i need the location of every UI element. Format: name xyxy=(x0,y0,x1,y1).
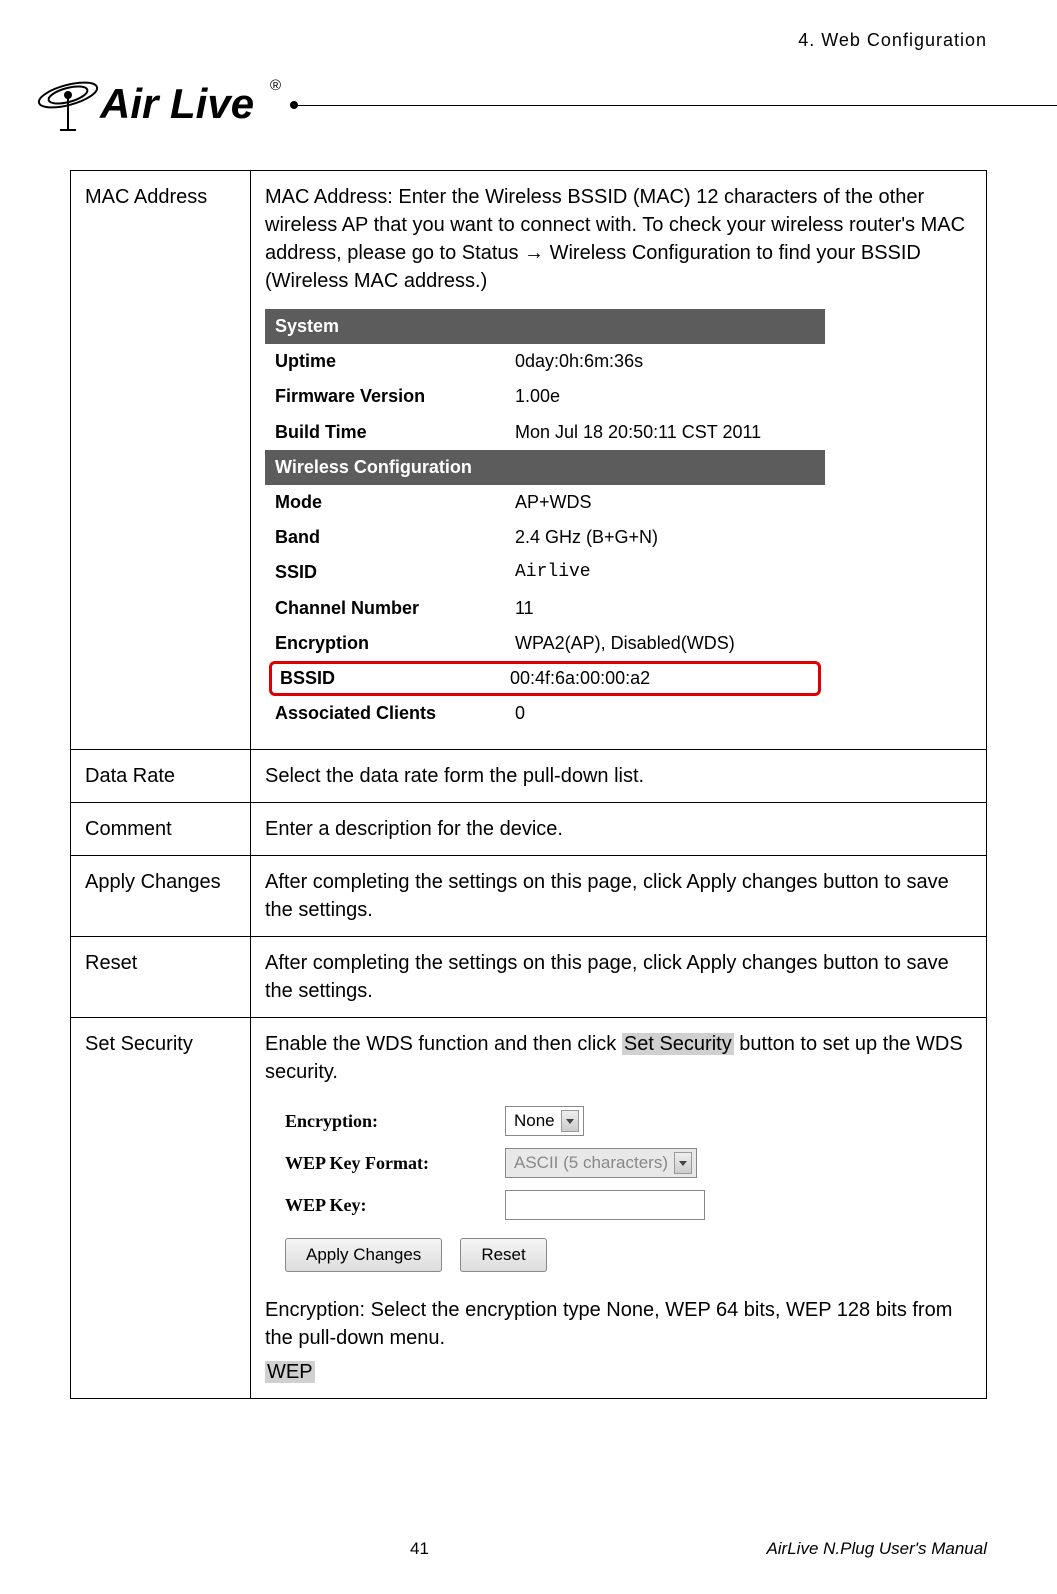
set-security-highlight: Set Security xyxy=(622,1033,734,1055)
channel-value: 11 xyxy=(505,591,825,626)
wireless-header: Wireless Configuration xyxy=(265,450,825,485)
bssid-value: 00:4f:6a:00:00:a2 xyxy=(510,666,650,691)
table-row: Reset After completing the settings on t… xyxy=(71,937,987,1018)
system-header: System xyxy=(265,309,825,344)
mode-label: Mode xyxy=(265,485,505,520)
chevron-down-icon xyxy=(561,1110,579,1132)
build-value: Mon Jul 18 20:50:11 CST 2011 xyxy=(505,415,825,450)
row-description: Select the data rate form the pull-down … xyxy=(251,750,987,803)
band-value: 2.4 GHz (B+G+N) xyxy=(505,520,825,555)
wep-format-select: ASCII (5 characters) xyxy=(505,1148,697,1178)
header-section-title: 4. Web Configuration xyxy=(798,30,987,51)
row-description: After completing the settings on this pa… xyxy=(251,937,987,1018)
status-table: System Uptime 0day:0h:6m:36s Firmware Ve… xyxy=(265,309,825,731)
table-row: Data Rate Select the data rate form the … xyxy=(71,750,987,803)
row-label: Set Security xyxy=(71,1018,251,1399)
wep-format-value: ASCII (5 characters) xyxy=(514,1151,668,1175)
page-number: 41 xyxy=(410,1539,429,1559)
encryption-label: Encryption xyxy=(265,626,505,661)
svg-text:®: ® xyxy=(270,77,281,94)
row-label: MAC Address xyxy=(71,171,251,750)
manual-title: AirLive N.Plug User's Manual xyxy=(766,1539,987,1559)
page-header: 4. Web Configuration Air Live ® xyxy=(70,30,987,150)
encryption-select[interactable]: None xyxy=(505,1106,584,1136)
row-description: Enter a description for the device. xyxy=(251,803,987,856)
wep-label: WEP xyxy=(265,1361,315,1383)
mac-description-text: MAC Address: Enter the Wireless BSSID (M… xyxy=(265,183,972,295)
firmware-value: 1.00e xyxy=(505,379,825,414)
table-row: Set Security Enable the WDS function and… xyxy=(71,1018,987,1399)
clients-value: 0 xyxy=(505,696,825,731)
bssid-label: BSSID xyxy=(280,666,510,691)
encryption-select-value: None xyxy=(514,1109,555,1133)
wep-key-input[interactable] xyxy=(505,1190,705,1220)
wep-key-label: WEP Key: xyxy=(285,1193,505,1218)
channel-label: Channel Number xyxy=(265,591,505,626)
bssid-row-cell: BSSID 00:4f:6a:00:00:a2 xyxy=(265,661,825,696)
airlive-logo: Air Live ® xyxy=(30,60,290,150)
chevron-down-icon xyxy=(674,1152,692,1174)
page-footer: 41 AirLive N.Plug User's Manual xyxy=(70,1539,987,1559)
ssid-label: SSID xyxy=(265,555,505,590)
encryption-desc-text: Encryption: Select the encryption type N… xyxy=(265,1296,972,1352)
table-row: MAC Address MAC Address: Enter the Wirel… xyxy=(71,171,987,750)
enc-field-label: Encryption: xyxy=(285,1109,505,1134)
row-description: After completing the settings on this pa… xyxy=(251,856,987,937)
uptime-value: 0day:0h:6m:36s xyxy=(505,344,825,379)
table-row: Comment Enter a description for the devi… xyxy=(71,803,987,856)
header-divider xyxy=(290,105,1057,106)
row-label: Data Rate xyxy=(71,750,251,803)
reset-button[interactable]: Reset xyxy=(460,1238,546,1272)
ssid-value: Airlive xyxy=(505,555,825,590)
row-label: Comment xyxy=(71,803,251,856)
row-label: Reset xyxy=(71,937,251,1018)
row-label: Apply Changes xyxy=(71,856,251,937)
table-row: Apply Changes After completing the setti… xyxy=(71,856,987,937)
row-description: MAC Address: Enter the Wireless BSSID (M… xyxy=(251,171,987,750)
mode-value: AP+WDS xyxy=(505,485,825,520)
build-label: Build Time xyxy=(265,415,505,450)
wep-subhead: WEP xyxy=(265,1358,972,1386)
firmware-label: Firmware Version xyxy=(265,379,505,414)
band-label: Band xyxy=(265,520,505,555)
set-security-desc: Enable the WDS function and then click S… xyxy=(265,1030,972,1086)
uptime-label: Uptime xyxy=(265,344,505,379)
svg-text:Air Live: Air Live xyxy=(99,80,254,127)
clients-label: Associated Clients xyxy=(265,696,505,731)
bssid-highlight-box: BSSID 00:4f:6a:00:00:a2 xyxy=(269,661,821,696)
encryption-form: Encryption: None WEP Key Format: ASCII (… xyxy=(285,1106,972,1272)
configuration-table: MAC Address MAC Address: Enter the Wirel… xyxy=(70,170,987,1399)
row-description: Enable the WDS function and then click S… xyxy=(251,1018,987,1399)
apply-changes-button[interactable]: Apply Changes xyxy=(285,1238,442,1272)
desc-pre: Enable the WDS function and then click xyxy=(265,1033,622,1055)
wep-format-label: WEP Key Format: xyxy=(285,1151,505,1176)
encryption-value: WPA2(AP), Disabled(WDS) xyxy=(505,626,825,661)
